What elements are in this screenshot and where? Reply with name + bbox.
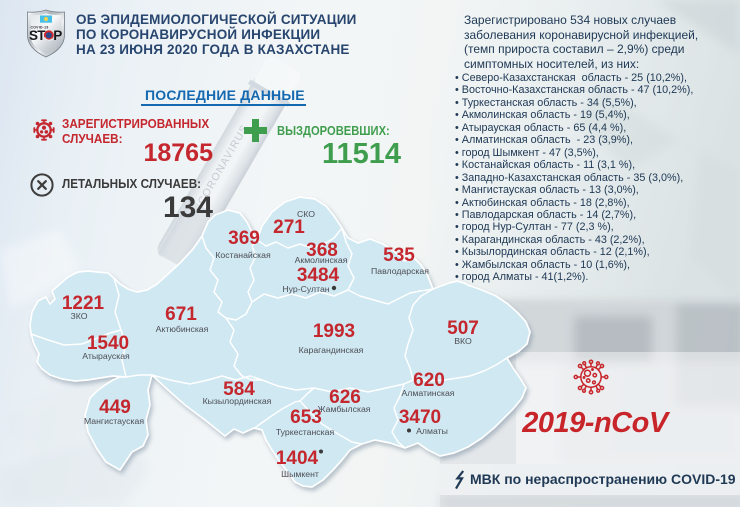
svg-text:1540: 1540 — [87, 333, 129, 354]
svg-text:P: P — [53, 28, 62, 43]
svg-text:653: 653 — [290, 407, 322, 428]
svg-text:СКО: СКО — [297, 209, 315, 219]
svg-text:271: 271 — [273, 217, 305, 238]
svg-text:Костанайская: Костанайская — [215, 250, 271, 260]
svg-text:Туркестанская: Туркестанская — [276, 427, 335, 437]
svg-text:369: 369 — [228, 228, 260, 249]
svg-text:3470: 3470 — [399, 407, 441, 428]
svg-text:535: 535 — [383, 245, 415, 266]
svg-text:Алматы: Алматы — [416, 426, 448, 436]
svg-text:ST: ST — [29, 28, 46, 43]
svg-text:671: 671 — [165, 304, 197, 325]
svg-text:ЗКО: ЗКО — [71, 311, 88, 321]
svg-text:Шымкент: Шымкент — [281, 469, 319, 479]
svg-text:620: 620 — [413, 370, 445, 391]
svg-text:Акмолинская: Акмолинская — [295, 255, 348, 265]
svg-text:Кызылординская: Кызылординская — [203, 396, 272, 406]
svg-text:368: 368 — [306, 240, 338, 261]
svg-text:Актюбинская: Актюбинская — [156, 324, 209, 334]
svg-text:1221: 1221 — [62, 293, 105, 314]
svg-text:Мангистауская: Мангистауская — [84, 416, 144, 426]
svg-text:Алматинская: Алматинская — [402, 388, 455, 398]
svg-text:1993: 1993 — [313, 321, 355, 342]
svg-text:449: 449 — [99, 397, 131, 418]
svg-text:1404: 1404 — [276, 448, 319, 469]
svg-text:Павлодарская: Павлодарская — [371, 266, 429, 276]
svg-text:Атырауская: Атырауская — [82, 351, 130, 361]
svg-text:507: 507 — [447, 318, 479, 339]
svg-text:626: 626 — [329, 387, 361, 408]
svg-text:ВКО: ВКО — [454, 336, 472, 346]
svg-text:3484: 3484 — [297, 265, 340, 286]
svg-text:Карагандинская: Карагандинская — [299, 345, 364, 355]
svg-text:COVID-19: COVID-19 — [31, 26, 49, 30]
svg-text:Жамбылская: Жамбылская — [318, 404, 371, 414]
svg-text:Нур-Султан: Нур-Султан — [282, 284, 329, 294]
svg-text:584: 584 — [223, 379, 255, 400]
